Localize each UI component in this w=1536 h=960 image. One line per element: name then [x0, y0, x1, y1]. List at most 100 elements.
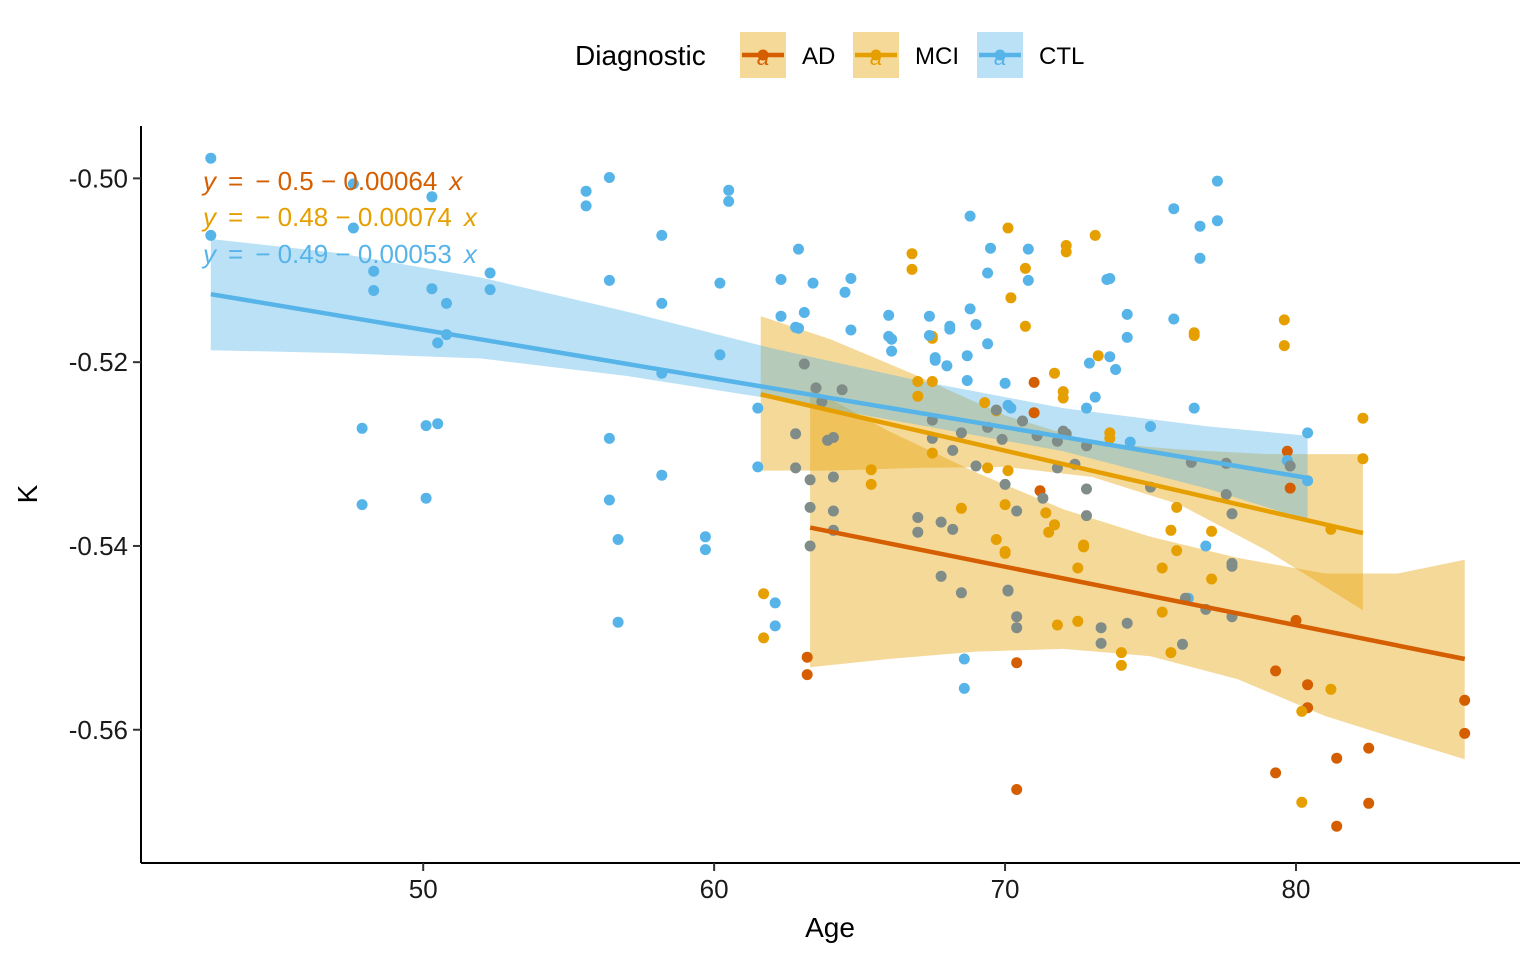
point-mci: [758, 588, 770, 600]
point-ctl: [1005, 402, 1017, 414]
point-ctl: [1083, 357, 1095, 369]
point-ctl: [1211, 175, 1223, 187]
point-ctl: [1022, 274, 1034, 286]
legend-key-point: [870, 49, 882, 61]
point-overlap: [990, 404, 1002, 416]
point-mci: [1092, 350, 1104, 362]
point-ctl: [752, 461, 764, 473]
point-overlap: [1017, 415, 1028, 427]
legend-item-ctl[interactable]: a CTL: [977, 32, 1084, 78]
equation-ctl: y = − 0.49 − 0.00053 x: [201, 239, 478, 269]
point-overlap: [1226, 508, 1238, 520]
point-ctl: [982, 267, 994, 279]
regression-line-ctl: [210, 291, 1308, 481]
point-mci: [865, 478, 877, 490]
point-ctl: [958, 653, 970, 665]
point-ctl: [769, 597, 781, 609]
point-ctl: [420, 420, 432, 432]
point-ctl: [356, 422, 368, 434]
point-mci: [1019, 262, 1031, 274]
point-ctl: [723, 195, 735, 207]
point-ctl: [347, 222, 359, 234]
point-mci: [990, 534, 1002, 545]
y-tick-label: -0.50: [69, 163, 128, 193]
point-mci: [906, 248, 918, 260]
point-ctl: [798, 307, 810, 318]
point-mci: [1165, 524, 1177, 536]
legend-item-mci[interactable]: a MCI: [853, 32, 959, 78]
point-ctl: [982, 338, 994, 350]
point-mci: [955, 502, 967, 514]
point-ctl: [603, 432, 615, 444]
point-overlap: [804, 474, 816, 486]
point-mci: [1002, 222, 1014, 234]
point-ctl: [793, 322, 804, 334]
point-ctl: [1194, 252, 1206, 264]
x-tick-label: 50: [409, 874, 438, 904]
point-ad: [1028, 376, 1040, 388]
legend-label-ctl: CTL: [1039, 43, 1084, 70]
y-tick-label: -0.56: [69, 715, 128, 745]
point-mci: [1165, 647, 1177, 659]
point-mci: [1357, 412, 1369, 424]
point-mci: [1171, 545, 1183, 557]
point-mci: [758, 632, 770, 644]
point-ctl: [484, 284, 496, 296]
point-ctl: [886, 333, 898, 345]
point-overlap: [1081, 510, 1092, 522]
point-mci: [1040, 507, 1052, 519]
point-mci: [1278, 314, 1290, 326]
point-overlap: [1226, 560, 1238, 572]
point-ad: [1363, 797, 1375, 809]
point-ctl: [1168, 313, 1180, 325]
point-ctl: [839, 286, 851, 298]
legend-key-point: [994, 49, 1006, 61]
point-overlap: [798, 358, 810, 370]
point-overlap: [1220, 489, 1232, 500]
point-mci: [1043, 526, 1055, 538]
point-ctl: [356, 499, 368, 511]
legend: Diagnostic a AD a MCI a CTL: [575, 32, 1084, 78]
point-mci: [1078, 541, 1090, 553]
point-overlap: [970, 460, 982, 472]
point-ctl: [1168, 203, 1180, 215]
legend-key-glyph: a: [870, 45, 882, 70]
point-ad: [1302, 679, 1314, 691]
point-ctl: [656, 297, 668, 309]
point-ctl: [1211, 215, 1223, 227]
confidence-band-ad: [810, 387, 1465, 760]
point-mci: [1051, 619, 1063, 631]
point-mci: [1296, 796, 1308, 808]
point-ctl: [883, 309, 895, 321]
point-mci: [1156, 562, 1168, 574]
legend-item-ad[interactable]: a AD: [740, 32, 835, 78]
point-overlap: [827, 471, 839, 483]
y-tick-label: -0.52: [69, 347, 128, 377]
point-ctl: [656, 469, 668, 481]
point-mci: [1049, 367, 1060, 379]
point-ad: [1270, 665, 1282, 677]
point-ctl: [603, 274, 615, 286]
x-axis-title: Age: [805, 912, 855, 943]
point-overlap: [790, 428, 802, 440]
point-ctl: [432, 418, 444, 430]
point-ctl: [944, 323, 956, 335]
point-ctl: [923, 310, 935, 322]
point-mci: [1206, 525, 1218, 537]
point-ctl: [929, 354, 941, 366]
point-ctl: [420, 492, 432, 504]
point-ctl: [1121, 308, 1133, 320]
point-ctl: [714, 349, 726, 361]
point-ad: [801, 651, 813, 663]
point-ctl: [205, 152, 217, 164]
point-ctl: [612, 534, 624, 545]
legend-title: Diagnostic: [575, 40, 706, 71]
x-tick-label: 80: [1282, 874, 1311, 904]
regression-lines: [210, 291, 1466, 662]
point-ctl: [1200, 540, 1212, 552]
point-ctl: [985, 242, 996, 254]
point-mci: [1072, 562, 1084, 574]
point-ctl: [1104, 273, 1116, 284]
point-ad: [1011, 784, 1023, 795]
